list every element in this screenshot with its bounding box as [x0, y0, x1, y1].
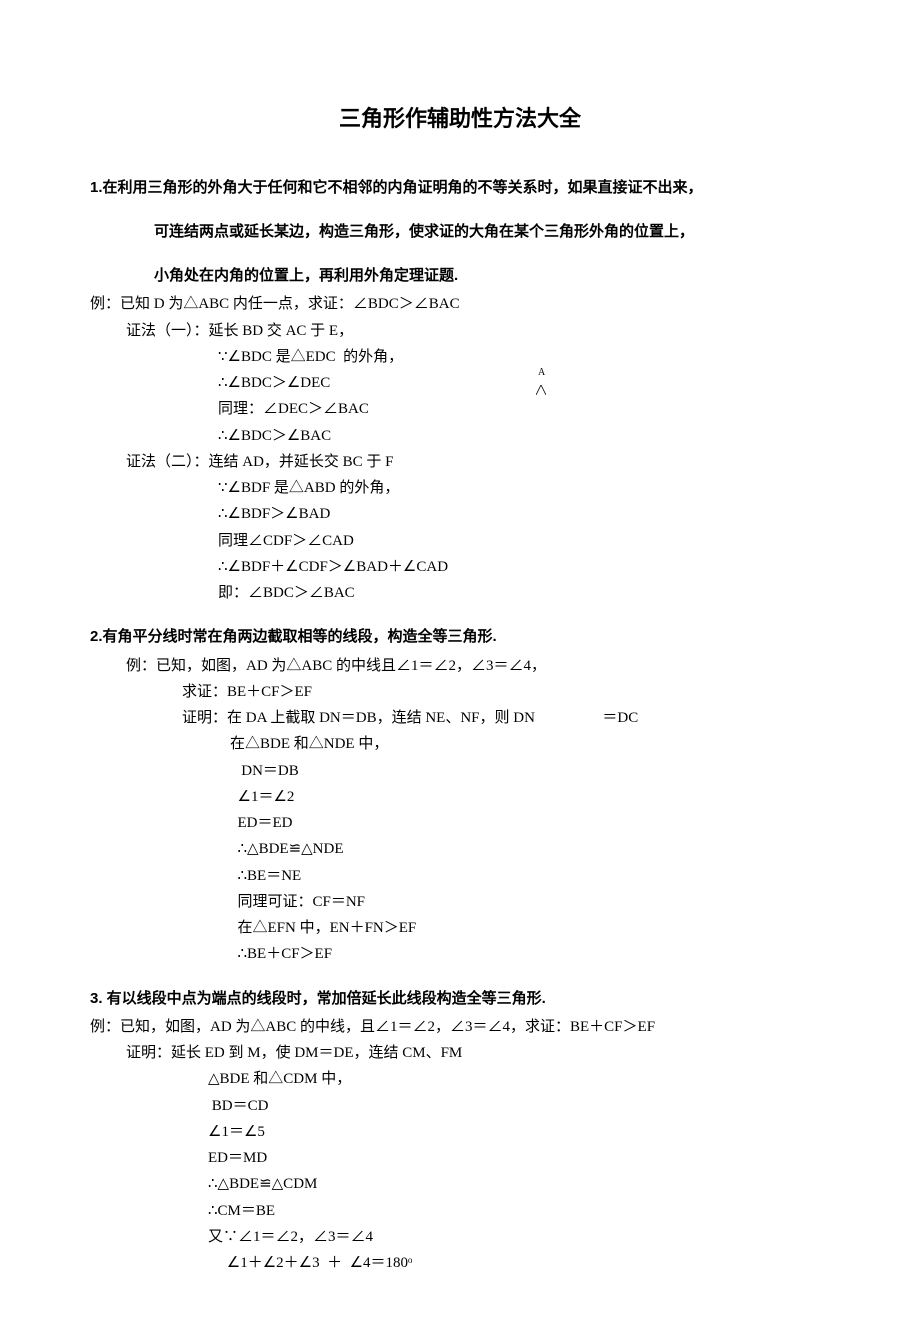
section-heading: 2.有角平分线时常在角两边截取相等的线段，构造全等三角形.	[90, 624, 830, 650]
body-text: 在△BDE 和△NDE 中，	[230, 736, 388, 752]
body-text: 同理可证：CF＝NF	[230, 894, 365, 910]
body-line: 同理可证：CF＝NF	[90, 889, 830, 915]
body-line: 证明：在 DA 上截取 DN＝DB，连结 NE、NF，则 DN ＝DC	[90, 705, 830, 731]
body-line: 又∵∠1＝∠2，∠3＝∠4	[90, 1224, 830, 1250]
body-text: ∴BE＝NE	[230, 868, 301, 884]
body-text: 证明：在 DA 上截取 DN＝DB，连结 NE、NF，则 DN ＝DC	[182, 710, 638, 726]
body-text: ∴∠BDF＋∠CDF＞∠BAD＋∠CAD	[218, 559, 448, 575]
body-line: 证法（二）：连结 AD，并延长交 BC 于 F	[90, 449, 830, 475]
body-line: ∴∠BDC＞∠BAC	[90, 423, 830, 449]
body-text: ∴∠BDF＞∠BAD	[218, 506, 330, 522]
body-text: ∵∠BDC 是△EDC 的外角，	[218, 349, 403, 365]
body-text: 即：∠BDC＞∠BAC	[218, 585, 355, 601]
body-line: ED＝MD	[90, 1145, 830, 1171]
body-line: 例：已知，如图，AD 为△ABC 的中线且∠1＝∠2，∠3＝∠4，	[90, 653, 830, 679]
body-line: 例：已知 D 为△ABC 内任一点，求证：∠BDC＞∠BAC	[90, 291, 830, 317]
body-text: ∴CM＝BE	[208, 1203, 275, 1219]
body-text: ∴△BDE≌△NDE	[230, 841, 344, 857]
body-line: 求证：BE＋CF＞EF	[90, 679, 830, 705]
body-text: 在△EFN 中，EN＋FN＞EF	[230, 920, 416, 936]
body-line: ∠1＝∠2	[90, 784, 830, 810]
body-text: ED＝MD	[208, 1150, 267, 1166]
section-heading: 小角处在内角的位置上，再利用外角定理证题.	[90, 263, 830, 289]
body-text: 例：已知，如图，AD 为△ABC 的中线，且∠1＝∠2，∠3＝∠4，求证：BE＋…	[90, 1019, 655, 1035]
body-text: ∵∠BDF 是△ABD 的外角，	[218, 480, 399, 496]
body-line: 证明：延长 ED 到 M，使 DM＝DE，连结 CM、FM	[90, 1040, 830, 1066]
body-text: ∠1＝∠5	[208, 1124, 265, 1140]
body-text: 证明：延长 ED 到 M，使 DM＝DE，连结 CM、FM	[126, 1045, 462, 1061]
body-line: 同理∠CDF＞∠CAD	[90, 528, 830, 554]
body-text: 例：已知 D 为△ABC 内任一点，求证：∠BDC＞∠BAC	[90, 296, 460, 312]
body-line: ∵∠BDC 是△EDC 的外角，	[90, 344, 830, 370]
body-line: ∴△BDE≌△CDM	[90, 1171, 830, 1197]
body-text: 证法（二）：连结 AD，并延长交 BC 于 F	[126, 454, 394, 470]
body-text: ∴∠BDC＞∠BAC	[218, 428, 331, 444]
body-line: ∴△BDE≌△NDE	[90, 836, 830, 862]
body-text: ∴∠BDC＞∠DEC	[218, 375, 330, 391]
body-line: ED＝ED	[90, 810, 830, 836]
body-text: 又∵∠1＝∠2，∠3＝∠4	[208, 1229, 373, 1245]
body-text: 例：已知，如图，AD 为△ABC 的中线且∠1＝∠2，∠3＝∠4，	[126, 658, 546, 674]
body-line: ∴BE＝NE	[90, 863, 830, 889]
section-heading: 1.在利用三角形的外角大于任何和它不相邻的内角证明角的不等关系时，如果直接证不出…	[90, 175, 830, 201]
body-line: 例：已知，如图，AD 为△ABC 的中线，且∠1＝∠2，∠3＝∠4，求证：BE＋…	[90, 1014, 830, 1040]
document-body: 1.在利用三角形的外角大于任何和它不相邻的内角证明角的不等关系时，如果直接证不出…	[90, 175, 830, 1277]
body-text: ED＝ED	[230, 815, 293, 831]
body-line: △BDE 和△CDM 中，	[90, 1066, 830, 1092]
body-line: DN＝DB	[90, 758, 830, 784]
body-line: ∵∠BDF 是△ABD 的外角，	[90, 475, 830, 501]
section-heading: 可连结两点或延长某边，构造三角形，使求证的大角在某个三角形外角的位置上，	[90, 219, 830, 245]
body-text: 同理：∠DEC＞∠BAC	[218, 401, 369, 417]
body-text: 求证：BE＋CF＞EF	[182, 684, 312, 700]
document-title: 三角形作辅助性方法大全	[90, 100, 830, 139]
body-line: ∴∠BDF＞∠BAD	[90, 501, 830, 527]
body-text: △BDE 和△CDM 中，	[208, 1071, 351, 1087]
body-text: ∴△BDE≌△CDM	[208, 1176, 317, 1192]
section-heading: 3. 有以线段中点为端点的线段时，常加倍延长此线段构造全等三角形.	[90, 986, 830, 1012]
body-line: ∴∠BDF＋∠CDF＞∠BAD＋∠CAD	[90, 554, 830, 580]
body-text: ∴BE＋CF＞EF	[230, 946, 332, 962]
body-text: 证法（一）：延长 BD 交 AC 于 E，	[126, 323, 353, 339]
body-line: 即：∠BDC＞∠BAC	[90, 580, 830, 606]
triangle-icon	[536, 378, 546, 388]
body-line: ∴BE＋CF＞EF	[90, 941, 830, 967]
body-text: DN＝DB	[230, 763, 299, 779]
body-text: ∠1＋∠2＋∠3 ＋ ∠4＝180ᵒ	[208, 1255, 412, 1271]
body-line: BD＝CD	[90, 1093, 830, 1119]
body-line: 同理：∠DEC＞∠BAC	[90, 396, 830, 422]
body-line: ∠1＋∠2＋∠3 ＋ ∠4＝180ᵒ	[90, 1250, 830, 1276]
body-text: ∠1＝∠2	[230, 789, 294, 805]
body-line: 在△BDE 和△NDE 中，	[90, 731, 830, 757]
body-line: 证法（一）：延长 BD 交 AC 于 E，	[90, 318, 830, 344]
body-line: ∠1＝∠5	[90, 1119, 830, 1145]
body-line: 在△EFN 中，EN＋FN＞EF	[90, 915, 830, 941]
body-text: 同理∠CDF＞∠CAD	[218, 533, 354, 549]
body-text: BD＝CD	[208, 1098, 268, 1114]
body-line: ∴CM＝BE	[90, 1198, 830, 1224]
body-line: ∴∠BDC＞∠DECA	[90, 370, 830, 396]
